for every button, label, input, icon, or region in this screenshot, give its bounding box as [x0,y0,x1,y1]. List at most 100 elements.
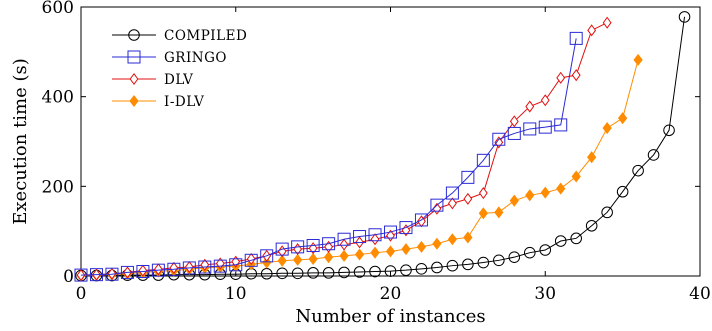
point [432,237,442,250]
point [339,249,349,262]
point [200,258,210,271]
point [277,254,287,267]
legend: COMPILED GRINGO DLV I-DLV [112,28,247,110]
point [275,242,289,256]
point [105,267,119,281]
point [169,261,179,274]
point [167,262,181,276]
point [478,207,488,220]
point [323,251,334,264]
legend-label: COMPILED [164,28,247,44]
point [587,24,597,37]
point [306,239,320,253]
point [229,258,243,272]
point [463,231,473,244]
point [587,151,597,164]
x-tick-label: 20 [380,284,402,304]
point [385,245,396,258]
point [384,265,397,277]
point [244,253,258,267]
point [184,260,194,274]
point [416,240,427,253]
point [508,251,521,263]
point [462,258,474,271]
legend-item-dlv: DLV [112,72,193,88]
x-tick-label: 30 [534,284,556,304]
point [570,232,583,245]
point [260,249,274,263]
x-tick-label: 10 [225,284,247,304]
legend-label: DLV [164,72,193,88]
point [129,94,139,108]
point [307,267,319,279]
point [322,267,335,279]
point [540,186,550,199]
point [399,221,413,235]
point [492,132,506,146]
series-line [81,16,686,277]
point [127,50,141,64]
point [478,187,488,200]
point [431,261,443,274]
point [338,266,350,279]
series-line [80,38,577,276]
point [617,112,628,125]
point [632,164,644,177]
point [182,261,196,275]
point [447,197,457,210]
point [447,233,458,246]
point [322,237,336,251]
point [308,252,318,265]
point [494,136,504,149]
series-layer [74,11,691,282]
point [509,115,519,128]
point [477,256,490,269]
point [525,100,535,113]
point [507,126,521,140]
point [647,149,660,161]
point [246,252,256,266]
point [151,263,165,277]
point [369,265,381,278]
point [324,240,334,253]
point [463,192,473,205]
point [493,254,505,267]
point [525,189,535,202]
point [337,232,351,246]
point [276,267,288,280]
point [198,260,212,274]
point [523,122,537,136]
point [401,243,411,256]
y-tick-label: 600 [42,0,74,18]
series-gringo [74,31,583,282]
point [539,244,552,256]
series-line [80,22,608,276]
point [461,170,475,184]
point [602,16,612,29]
point [368,228,382,242]
point [678,11,691,23]
point [569,31,583,45]
point [353,230,367,244]
point [128,29,140,41]
point [291,240,305,254]
point [138,264,148,277]
point [602,122,612,135]
point [476,153,490,167]
point [400,264,412,276]
point [384,225,397,239]
point [293,253,303,266]
y-tick-label: 0 [63,267,74,287]
point [153,263,163,276]
point [262,256,272,269]
legend-label: I-DLV [164,94,204,110]
point [291,267,304,280]
point [538,120,552,134]
x-axis-label: Number of instances [295,306,485,327]
point [89,268,103,282]
point [509,194,519,207]
point [523,246,536,259]
point [415,263,428,275]
